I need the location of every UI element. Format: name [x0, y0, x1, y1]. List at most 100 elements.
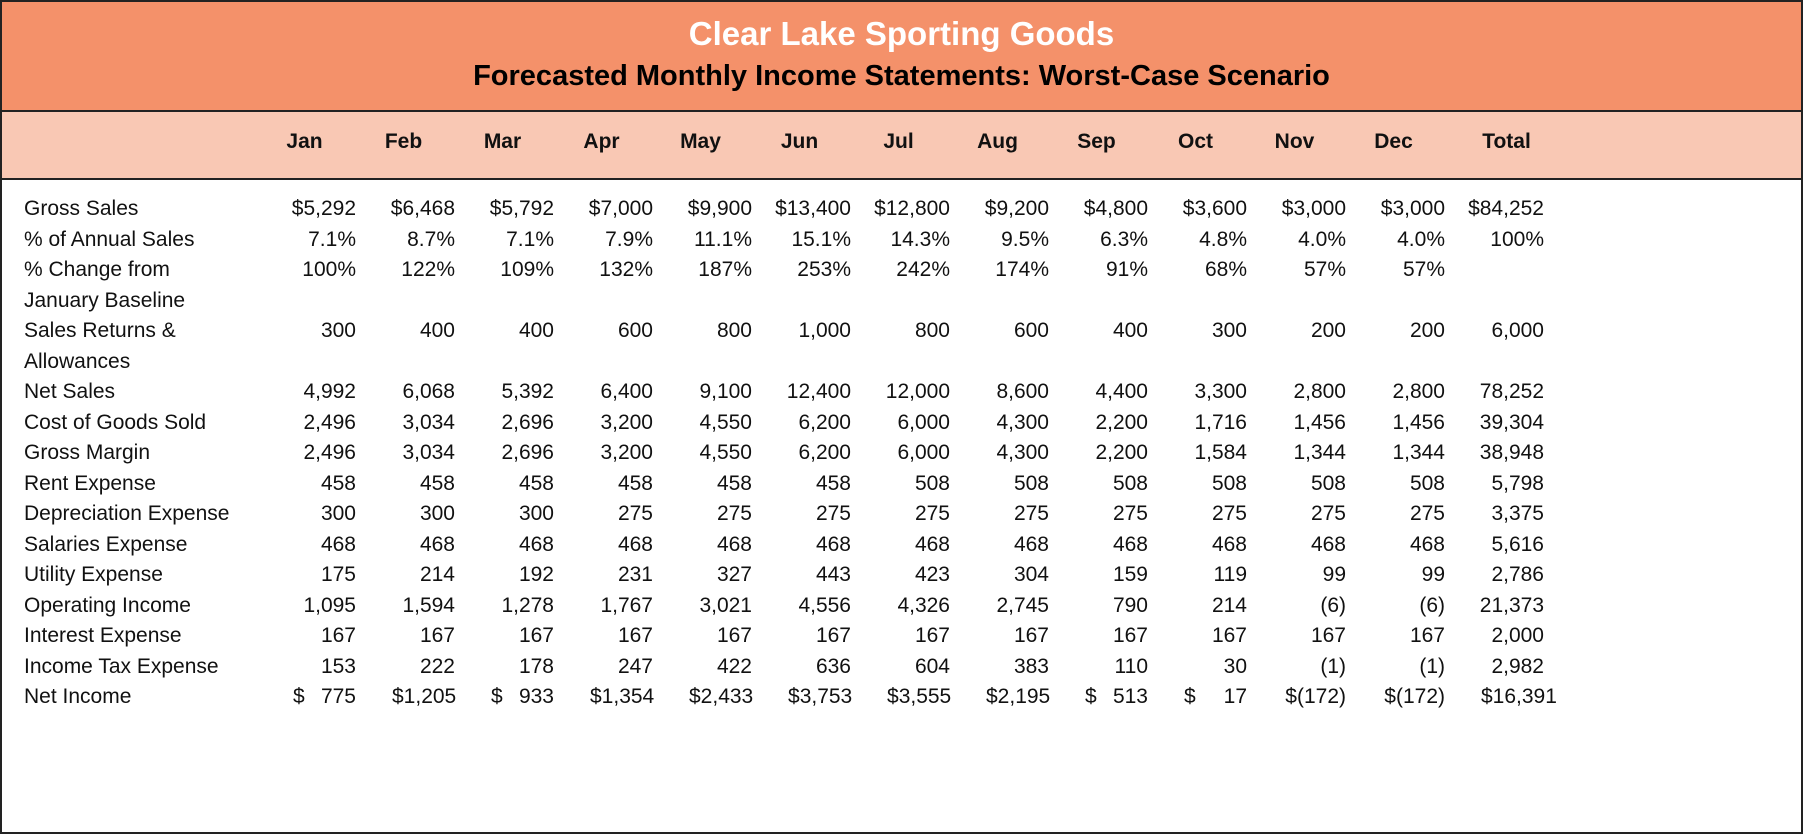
cell-jun: 1,000 [798, 319, 851, 342]
row-label-line: Net Income [24, 685, 132, 708]
cell-apr: 3,200 [600, 410, 653, 434]
cell-aug: $2,195 [950, 682, 1051, 713]
column-header-jun: Jun [780, 130, 819, 153]
row-label-line: Gross Margin [24, 441, 151, 464]
row-label: Utility Expense [2, 560, 257, 591]
currency-symbol [356, 682, 392, 713]
column-header-dec: Dec [1374, 130, 1413, 153]
cell-total: $84,252 [1468, 197, 1544, 220]
cell-may: 187% [698, 258, 752, 281]
cell-jul: 14.3% [890, 227, 950, 251]
cell-total: 5,616 [1491, 532, 1544, 556]
cell-jan: 2,496 [303, 441, 356, 464]
cell-jul: 604 [914, 654, 950, 678]
amount: 775 [320, 685, 356, 708]
amount: $1,354 [590, 685, 655, 708]
cell-oct: 1,584 [1194, 441, 1247, 464]
cell-oct: 300 [1211, 319, 1247, 342]
currency-symbol [653, 682, 689, 713]
cell-dec: 200 [1409, 319, 1445, 342]
cell-dec: $3,000 [1380, 197, 1445, 220]
amount: 933 [518, 685, 554, 708]
cell-jan: 468 [320, 532, 356, 556]
row-label-line: % of Annual Sales [24, 227, 195, 251]
cell-nov: 4.0% [1298, 227, 1346, 251]
cell-sep: 91% [1105, 258, 1148, 281]
column-header-total: Total [1482, 130, 1531, 153]
cell-jan: $775 [257, 682, 356, 713]
cell-total: 39,304 [1479, 410, 1544, 434]
row-label: Operating Income [2, 591, 257, 622]
cell-apr: 1,767 [600, 593, 653, 617]
cell-dec: 4.0% [1397, 227, 1445, 251]
row-label-line: Income Tax Expense [24, 654, 219, 678]
table-row: Gross Margin 2,496 3,034 2,696 3,200 4,550 6,2… [2, 438, 1801, 469]
cell-jun: 167 [815, 624, 851, 647]
cell-total: 2,000 [1491, 624, 1544, 647]
cell-aug: 167 [1013, 624, 1049, 647]
cell-jul: $3,555 [851, 682, 951, 713]
column-header-sep: Sep [1077, 130, 1116, 153]
cell-mar: 1,278 [501, 593, 554, 617]
amount: $2,195 [986, 685, 1051, 708]
cell-jun: 275 [815, 502, 851, 525]
cell-nov: 468 [1310, 532, 1346, 556]
currency-symbol [1247, 682, 1283, 713]
statement-subtitle: Forecasted Monthly Income Statements: Wo… [473, 60, 1330, 92]
row-label-line: % Change from [24, 258, 170, 281]
cell-apr: 458 [617, 471, 653, 495]
cell-jun: $3,753 [752, 682, 853, 713]
cell-sep: 790 [1112, 593, 1148, 617]
cell-sep: 275 [1112, 502, 1148, 525]
row-label: Interest Expense [2, 621, 257, 652]
row-label: Income Tax Expense [2, 652, 257, 683]
cell-mar: 2,696 [501, 441, 554, 464]
cell-dec: 57% [1402, 258, 1445, 281]
row-label: Cost of Goods Sold [2, 408, 257, 439]
row-label: % of Annual Sales [2, 225, 257, 256]
cell-oct: 275 [1211, 502, 1247, 525]
cell-may: 167 [716, 624, 752, 647]
cell-may: $9,900 [687, 197, 752, 220]
row-label-line: Rent Expense [24, 471, 156, 495]
column-header-row: Jan Feb Mar Apr May Jun Jul Aug Sep Oct Nov Dec Tota… [2, 112, 1801, 180]
cell-sep: 110 [1114, 654, 1148, 678]
cell-apr: 275 [617, 502, 653, 525]
cell-jan: 300 [320, 502, 356, 525]
column-header-jul: Jul [883, 130, 914, 153]
cell-jul: 423 [914, 563, 950, 586]
amount: 3,753 [799, 685, 853, 708]
row-label-line: Gross Sales [24, 197, 139, 220]
cell-jun: 15.1% [791, 227, 851, 251]
cell-may: 468 [716, 532, 752, 556]
cell-jan: 167 [320, 624, 356, 647]
cell-aug: $9,200 [984, 197, 1049, 220]
cell-aug: 383 [1013, 654, 1049, 678]
cell-apr: 468 [617, 532, 653, 556]
column-header-nov: Nov [1274, 130, 1315, 153]
currency-symbol: $ [887, 685, 899, 708]
table-body: Gross Sales $5,292 $6,468 $5,792 $7,000 $9,90… [2, 194, 1801, 713]
cell-feb: 8.7% [407, 227, 455, 251]
cell-aug: 2,745 [996, 593, 1049, 617]
cell-jun: 4,556 [798, 593, 851, 617]
cell-aug: 174% [995, 258, 1049, 281]
cell-mar: 400 [518, 319, 554, 342]
cell-aug: 508 [1013, 471, 1049, 495]
cell-aug: 8,600 [996, 380, 1049, 403]
cell-jun: 6,200 [798, 410, 851, 434]
row-label: Salaries Expense [2, 530, 257, 561]
currency-symbol: $ [1085, 685, 1097, 708]
cell-apr: 231 [617, 563, 653, 586]
cell-feb: 300 [419, 502, 455, 525]
cell-nov: $(172) [1247, 682, 1346, 713]
cell-feb: 3,034 [402, 441, 455, 464]
cell-jan: 153 [320, 654, 356, 678]
table-row: Sales Returns & Allowances 300 400 400 600 800… [2, 316, 1801, 377]
cell-dec: 167 [1409, 624, 1445, 647]
cell-apr: 6,400 [600, 380, 653, 403]
cell-dec: 468 [1409, 532, 1445, 556]
cell-total: 2,786 [1491, 563, 1544, 586]
cell-mar: 5,392 [501, 380, 554, 403]
